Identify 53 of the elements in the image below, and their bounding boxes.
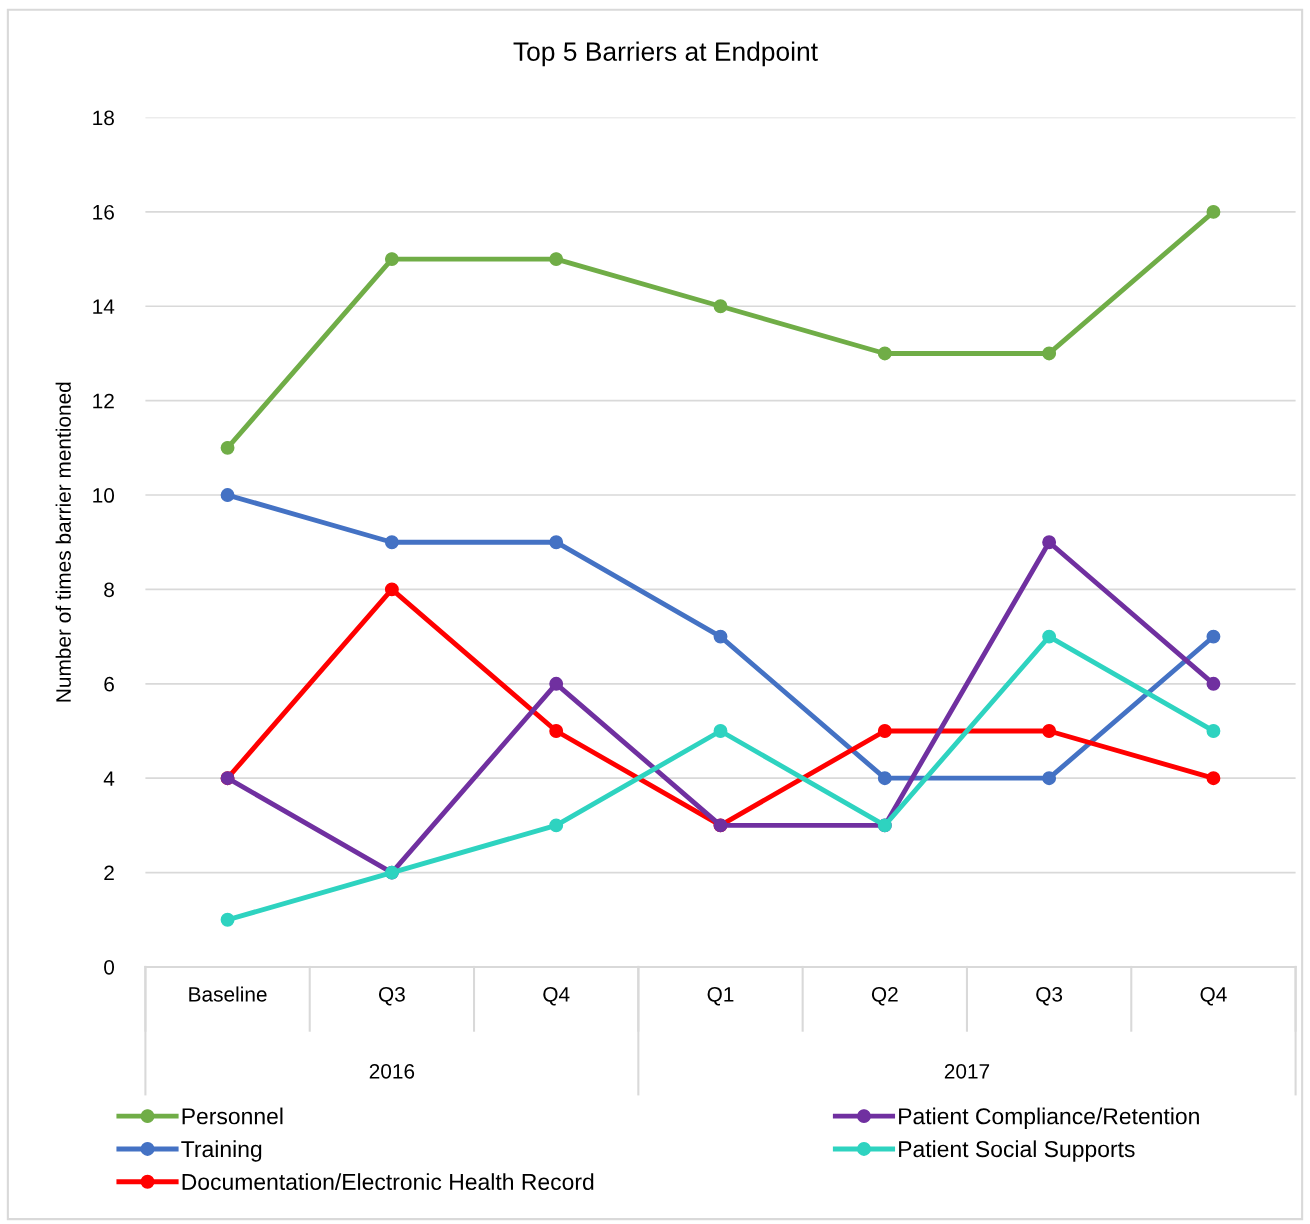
point [877,346,892,361]
x-tick-label: Q4 [1200,986,1227,1006]
point [549,724,564,738]
point [713,629,728,644]
point [1042,346,1057,361]
legend-label: Documentation/Electronic Health Record [182,1173,594,1191]
point [1206,771,1221,786]
point [713,299,728,314]
y-tick-label: 14 [93,299,115,314]
point [220,488,235,502]
y-tick-label: 18 [93,110,114,126]
text: 2017 [944,1063,990,1079]
point [1206,629,1221,644]
point [220,912,235,927]
x-tick-label: Q2 [871,986,898,1006]
point [549,535,564,550]
point [713,724,728,738]
point [549,818,564,833]
legend-label: Training [181,1140,262,1162]
y-tick-label: 6 [104,676,114,692]
text: 2016 [369,1063,415,1079]
point [877,724,892,738]
x-tick-label: Baseline [189,986,267,1002]
legend-label: Personnel [182,1107,283,1125]
point [384,252,399,267]
x-tick-label: Q3 [1036,986,1063,1006]
y-tick-label: 0 [104,959,115,975]
point [1042,724,1057,738]
y-tick-label: 4 [103,771,115,786]
point [1042,629,1057,644]
y-tick-label: 10 [93,488,115,503]
point [549,676,564,691]
point [1206,724,1221,738]
point [1206,676,1221,691]
y-tick-label: 16 [93,204,114,220]
point [384,535,399,550]
y-tick-label: 12 [93,393,114,409]
chart-title: Top 5 Barriers at Endpoint [513,41,818,67]
y-axis-title: Number of times barrier mentioned [55,382,71,702]
point [549,252,564,267]
y-tick-label: 2 [104,865,114,881]
point [877,771,892,786]
x-tick-label: Q1 [707,986,734,1006]
point [1042,771,1057,786]
point [1042,535,1057,550]
x-tick-label: Q3 [378,986,405,1006]
point [1206,204,1221,219]
x-tick-label: Q4 [543,986,570,1006]
point [384,582,399,597]
y-tick-label: 8 [104,582,114,598]
legend-label: Patient Compliance/Retention [899,1107,1199,1129]
point [220,440,235,455]
legend-label: Patient Social Supports [899,1140,1135,1162]
